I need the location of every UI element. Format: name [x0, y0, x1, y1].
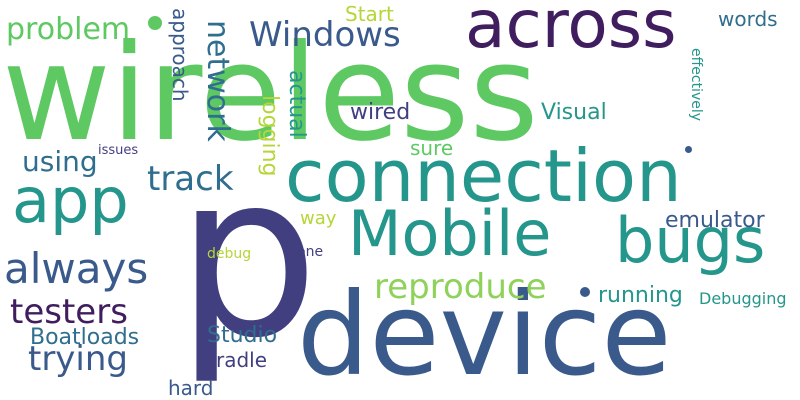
word-bugs: bugs	[615, 204, 766, 277]
word-wired: wired	[350, 100, 411, 125]
word-cradle: cradle	[205, 348, 268, 372]
word-effectively: effectively	[688, 48, 704, 122]
word-hard: hard	[168, 376, 214, 400]
word-way: way	[300, 208, 337, 229]
word-emulator: emulator	[665, 208, 765, 233]
i-dot	[148, 16, 162, 30]
word-app: app	[12, 164, 129, 237]
word-actual: actual	[284, 70, 309, 138]
word-network: network	[200, 20, 235, 142]
word-studio: Studio	[207, 323, 278, 348]
word-p: p	[176, 126, 319, 388]
word-words: words	[718, 7, 778, 31]
word-logging: logging	[257, 95, 282, 177]
period-dot	[580, 287, 590, 297]
word-windows: Windows	[249, 15, 401, 55]
word-boatloads: Boatloads	[30, 325, 140, 350]
word-always: always	[4, 244, 149, 293]
word-testers: testers	[10, 292, 128, 332]
word-connection: connection	[285, 134, 682, 218]
word-one: one	[297, 244, 324, 260]
word-start: Start	[345, 2, 394, 26]
word-debugging: Debugging	[699, 289, 787, 308]
word-wireless: wireless	[2, 17, 539, 171]
word-device: device	[297, 268, 672, 400]
word-using: using	[22, 145, 98, 178]
word-trying: trying	[28, 339, 129, 379]
word-running: running	[598, 283, 683, 308]
word-track: track	[147, 159, 234, 199]
period-dot-small	[685, 146, 692, 153]
word-reproduce: reproduce	[374, 267, 547, 307]
word-approach: approach	[168, 8, 192, 102]
word-problem: problem	[6, 12, 131, 47]
word-issues: issues	[98, 143, 139, 158]
word-across: across	[465, 0, 677, 63]
word-visual: Visual	[541, 100, 607, 125]
word-debug: debug	[207, 246, 252, 262]
word-sure: sure	[410, 136, 454, 160]
word-mobile: Mobile	[348, 197, 552, 270]
